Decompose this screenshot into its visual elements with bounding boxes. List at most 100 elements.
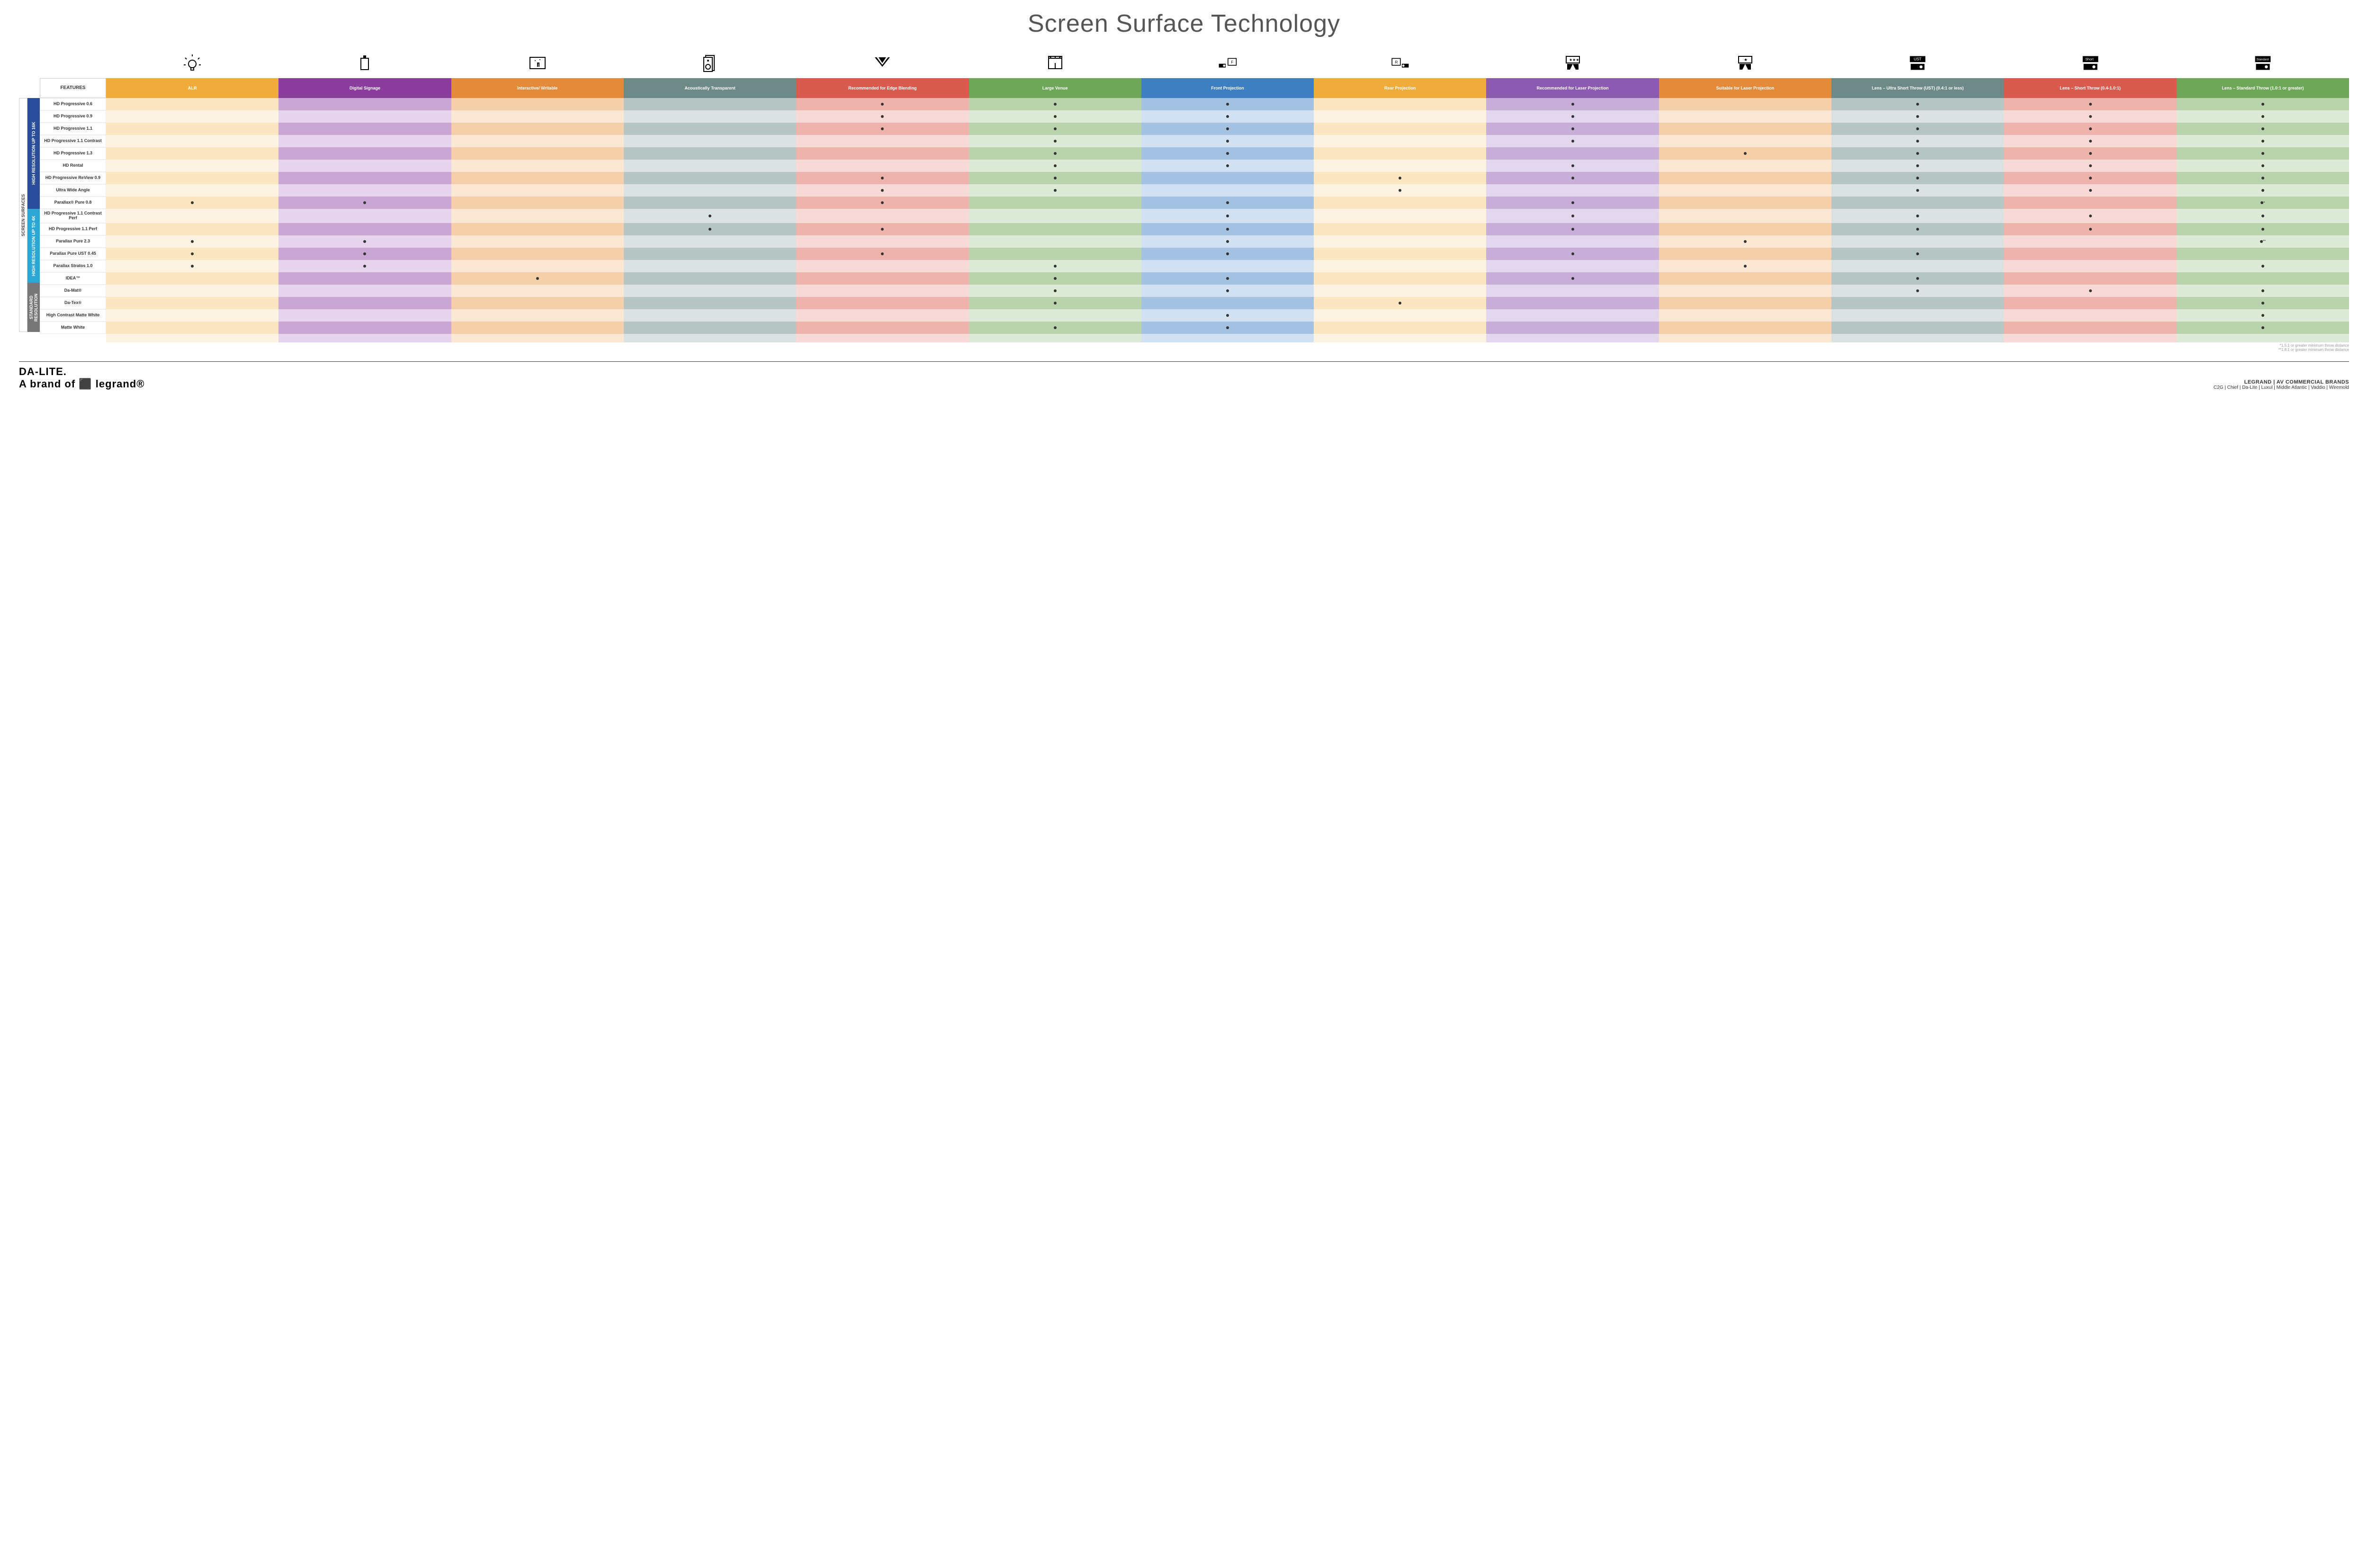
- cell: [2004, 322, 2176, 334]
- short-icon: Short: [2004, 50, 2176, 76]
- cell: [2004, 260, 2176, 272]
- cell: [796, 209, 969, 223]
- cell: [2177, 223, 2349, 235]
- cell: [278, 147, 451, 160]
- cell: [2004, 235, 2176, 248]
- row-label: Parallax Stratos 1.0: [40, 260, 106, 272]
- cell: [451, 172, 624, 184]
- cell: [969, 197, 1141, 209]
- cell: [1831, 322, 2004, 334]
- cell: [1486, 285, 1659, 297]
- brands: LEGRAND | AV COMMERCIAL BRANDS C2G | Chi…: [2214, 379, 2349, 390]
- cell: [2177, 123, 2349, 135]
- cell: [1486, 209, 1659, 223]
- cell: [796, 123, 969, 135]
- table-row: IDEA™: [40, 272, 2349, 285]
- cell: [1141, 135, 1314, 147]
- standard-icon: Standard: [2177, 50, 2349, 76]
- svg-text:★: ★: [1744, 57, 1748, 62]
- row-label: Ultra Wide Angle: [40, 184, 106, 197]
- cell: [969, 260, 1141, 272]
- cell: [1486, 160, 1659, 172]
- cell: [796, 235, 969, 248]
- cell: [1314, 322, 1486, 334]
- cell: [278, 135, 451, 147]
- cell: [1659, 197, 1831, 209]
- cell: *: [2177, 197, 2349, 209]
- touch-icon: [451, 50, 624, 76]
- cell: [451, 322, 624, 334]
- cell: [106, 309, 278, 322]
- table-row: HD Progressive 1.3: [40, 147, 2349, 160]
- cell: [2177, 98, 2349, 110]
- cell: [1314, 223, 1486, 235]
- cell: [1831, 197, 2004, 209]
- cell: [106, 160, 278, 172]
- cell: [624, 309, 796, 322]
- chart: SCREEN SURFACES HIGH RESOLUTION UP TO 16…: [19, 50, 2349, 352]
- cell: [969, 98, 1141, 110]
- cell: [1831, 110, 2004, 123]
- cell: [278, 98, 451, 110]
- speaker-icon: [624, 50, 796, 76]
- cell: [969, 223, 1141, 235]
- cell: [278, 123, 451, 135]
- cell: [1314, 209, 1486, 223]
- cell: [1659, 223, 1831, 235]
- cell: [1486, 123, 1659, 135]
- table-row: HD Progressive 0.6: [40, 98, 2349, 110]
- cell: [969, 235, 1141, 248]
- col-header-9: Suitable for Laser Projection: [1659, 78, 1831, 98]
- cell: [624, 135, 796, 147]
- cell: [1314, 184, 1486, 197]
- signage-icon: [278, 50, 451, 76]
- cell: [796, 197, 969, 209]
- cell: [106, 135, 278, 147]
- cell: [1831, 272, 2004, 285]
- cell: [451, 235, 624, 248]
- cell: [1314, 272, 1486, 285]
- cell: [2177, 135, 2349, 147]
- cell: [1831, 147, 2004, 160]
- cell: [451, 285, 624, 297]
- col-header-0: ALR: [106, 78, 278, 98]
- col-header-4: Recommended for Edge Blending: [796, 78, 969, 98]
- icon-row: FR★★★★USTShortStandard: [40, 50, 2349, 76]
- cell: [1659, 147, 1831, 160]
- cell: [969, 123, 1141, 135]
- cell: [796, 110, 969, 123]
- row-label: HD Progressive ReView 0.9: [40, 172, 106, 184]
- cell: [1831, 209, 2004, 223]
- cell: [2004, 172, 2176, 184]
- cell: [106, 110, 278, 123]
- cell: [1486, 235, 1659, 248]
- cell: [796, 297, 969, 309]
- cell: [1659, 297, 1831, 309]
- row-label: HD Progressive 1.1: [40, 123, 106, 135]
- cell: [1486, 297, 1659, 309]
- cell: [106, 248, 278, 260]
- cell: [1831, 172, 2004, 184]
- col-header-5: Large Venue: [969, 78, 1141, 98]
- col-header-1: Digital Signage: [278, 78, 451, 98]
- cell: [969, 285, 1141, 297]
- cell: [1831, 297, 2004, 309]
- cell: [278, 172, 451, 184]
- cell: [1141, 110, 1314, 123]
- cell: [1141, 309, 1314, 322]
- cell: [278, 309, 451, 322]
- cell: [969, 309, 1141, 322]
- cell: [1314, 98, 1486, 110]
- cell: [1831, 260, 2004, 272]
- cell: [2177, 322, 2349, 334]
- cell: [1659, 272, 1831, 285]
- group-label: HIGH RESOLUTION UP TO 4K: [27, 209, 40, 283]
- cell: [1141, 260, 1314, 272]
- svg-text:Standard: Standard: [2256, 58, 2269, 62]
- cell: [796, 160, 969, 172]
- cell: [624, 172, 796, 184]
- cell: [624, 235, 796, 248]
- cell: [1314, 197, 1486, 209]
- header-row: FEATURESALRDigital SignageInteractive/ W…: [40, 78, 2349, 98]
- row-label: HD Progressive 0.9: [40, 110, 106, 123]
